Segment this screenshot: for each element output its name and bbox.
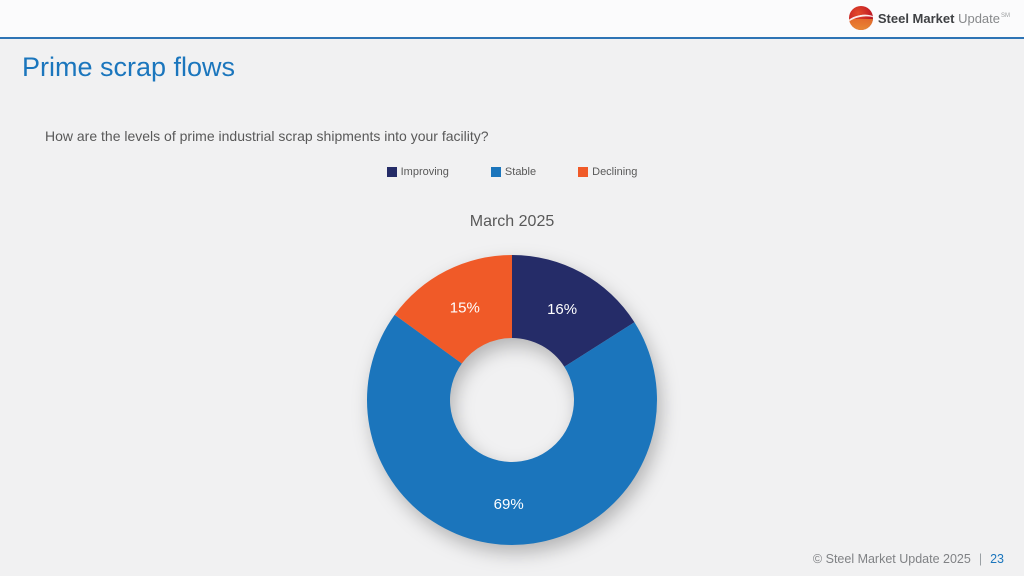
- logo-text-light: Update: [958, 10, 1000, 26]
- legend-swatch-stable: [490, 167, 501, 177]
- chart-title: March 2025: [469, 213, 555, 230]
- donut-slice-label-stable: 69%: [494, 496, 524, 513]
- page-title: Prime scrap flows: [22, 52, 236, 82]
- copyright-text: © Steel Market Update 2025: [812, 552, 971, 566]
- legend-item-declining: Declining: [578, 166, 637, 178]
- legend-label: Declining: [592, 166, 638, 178]
- chart-legend: Improving Stable Declining: [0, 166, 1024, 178]
- page-number: 23: [990, 552, 1004, 566]
- legend-label: Stable: [504, 166, 537, 178]
- survey-question: How are the levels of prime industrial s…: [45, 128, 489, 144]
- donut-slice-declining: [394, 255, 512, 364]
- donut-slice-stable: [366, 314, 657, 545]
- donut-slice-improving: [512, 255, 635, 367]
- smu-globe-icon: [848, 6, 873, 30]
- header-divider: [0, 37, 1024, 39]
- legend-swatch-declining: [578, 167, 589, 177]
- donut-chart: 16% 69% 15%: [357, 245, 667, 555]
- smu-logo-text: Steel Market UpdateSM: [878, 11, 1010, 26]
- footer-separator: |: [978, 552, 983, 566]
- donut-slice-label-declining: 15%: [450, 299, 480, 316]
- smu-logo: Steel Market UpdateSM: [848, 6, 1010, 30]
- donut-slice-label-improving: 16%: [547, 301, 577, 318]
- legend-label: Improving: [400, 166, 449, 178]
- legend-item-improving: Improving: [386, 166, 449, 178]
- legend-item-stable: Stable: [490, 166, 537, 178]
- logo-servicemark: SM: [1001, 13, 1010, 20]
- footer: © Steel Market Update 2025 | 23: [813, 552, 1004, 566]
- donut-svg: 16% 69% 15%: [366, 255, 657, 545]
- legend-swatch-improving: [386, 167, 397, 177]
- logo-text-bold: Steel Market: [877, 10, 955, 26]
